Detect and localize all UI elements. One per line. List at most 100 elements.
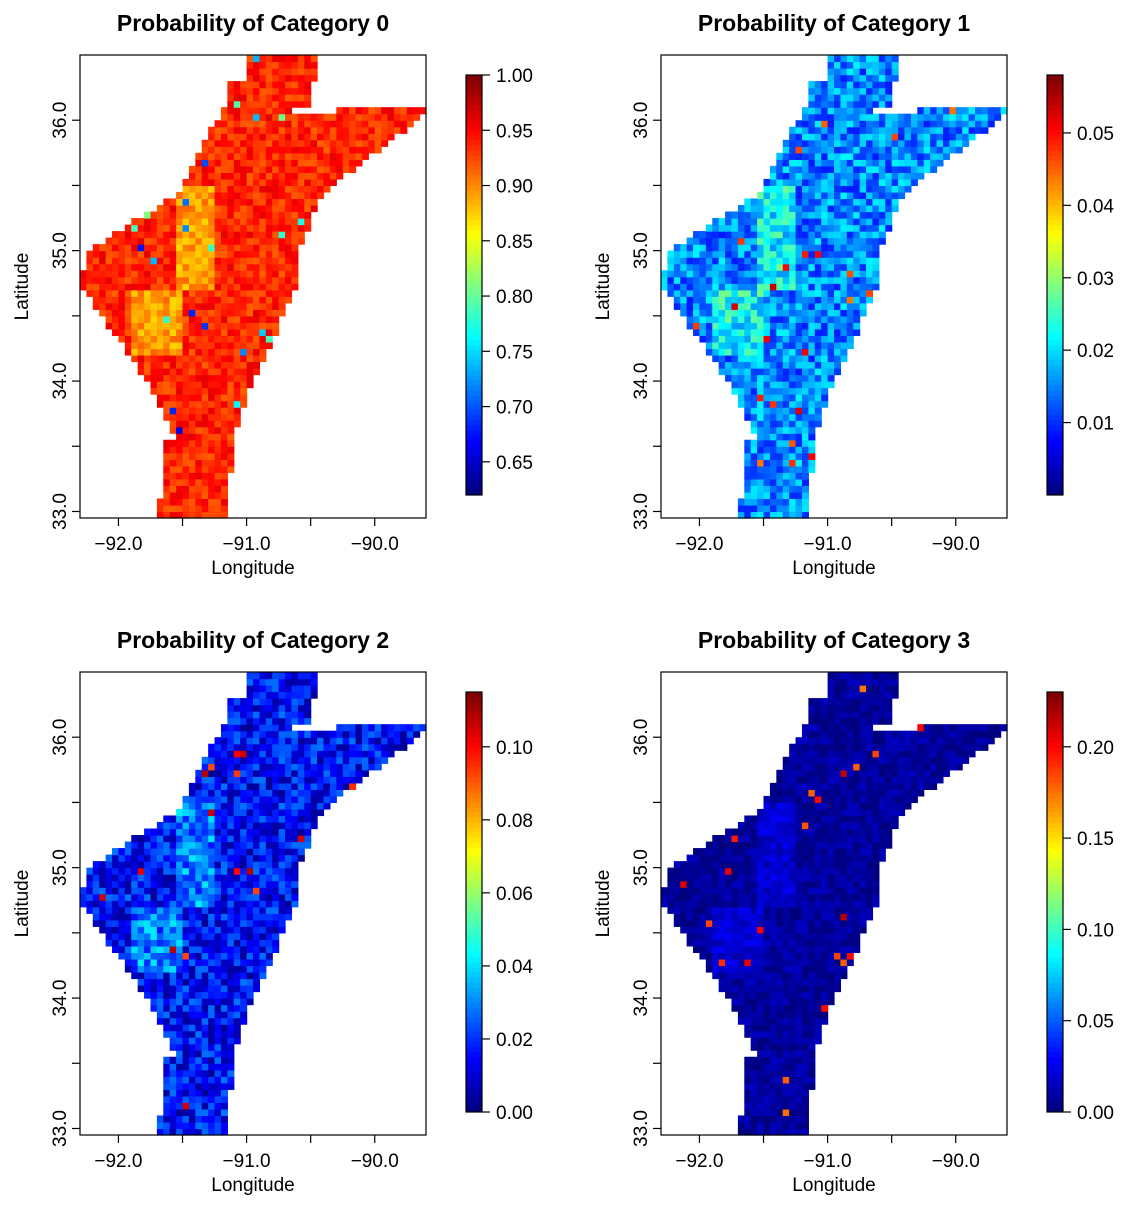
heatmap-cell — [176, 478, 184, 486]
heatmap-cell — [789, 198, 797, 206]
heatmap-cell — [769, 1102, 777, 1110]
heatmap-cell — [789, 1128, 797, 1136]
heatmap-cell — [195, 815, 203, 823]
heatmap-cell — [259, 159, 267, 167]
heatmap-cell — [413, 113, 421, 121]
heatmap-cell — [214, 387, 222, 395]
heatmap-cell — [361, 126, 369, 134]
heatmap-cell — [188, 841, 196, 849]
heatmap-cell — [776, 1056, 784, 1064]
heatmap-cell — [240, 750, 248, 758]
heatmap-cell — [827, 348, 835, 356]
heatmap-cell — [265, 224, 273, 232]
heatmap-cell — [227, 821, 235, 830]
heatmap-cell — [233, 81, 241, 89]
heatmap-cell — [769, 1089, 777, 1097]
heatmap-cell — [214, 782, 222, 790]
heatmap-cell — [859, 165, 867, 173]
heatmap-cell — [195, 433, 203, 441]
heatmap-cell — [118, 250, 126, 258]
heatmap-cell — [789, 152, 797, 160]
heatmap-cell — [757, 452, 765, 460]
heatmap-cell — [265, 81, 273, 89]
heatmap-cell — [955, 139, 963, 147]
heatmap-cell — [782, 407, 790, 415]
heatmap-cell — [156, 289, 164, 297]
heatmap-cell — [150, 867, 158, 875]
heatmap-cell — [393, 107, 401, 115]
heatmap-cell — [814, 270, 822, 278]
heatmap-cell — [246, 107, 254, 115]
heatmap-cell — [214, 478, 222, 486]
heatmap-cell — [782, 439, 790, 447]
heatmap-cell — [699, 322, 707, 330]
heatmap-cell — [393, 737, 401, 745]
heatmap-cell — [233, 1017, 241, 1025]
heatmap-cell — [859, 61, 867, 69]
heatmap-cell — [381, 113, 389, 121]
heatmap-cell — [156, 985, 164, 993]
x-tick-label: −92.0 — [675, 534, 723, 555]
heatmap-cell — [188, 998, 196, 1006]
heatmap-cell — [349, 165, 357, 173]
heatmap-cell — [885, 100, 893, 108]
heatmap-cell — [789, 1095, 797, 1103]
heatmap-cell — [195, 178, 203, 187]
heatmap-cell — [693, 302, 701, 310]
heatmap-cell — [757, 191, 765, 200]
heatmap-cell — [182, 296, 190, 304]
heatmap-cell — [227, 763, 235, 771]
heatmap-cell — [336, 120, 344, 128]
heatmap-cell — [253, 244, 261, 252]
heatmap-cell — [201, 815, 209, 823]
heatmap-cell — [176, 945, 184, 954]
heatmap-cell — [259, 698, 267, 706]
heatmap-cell — [750, 459, 758, 467]
heatmap-cell — [201, 998, 209, 1006]
heatmap-cell — [195, 867, 203, 875]
heatmap-cell — [137, 283, 145, 291]
heatmap-cell — [253, 315, 261, 323]
heatmap-cell — [169, 498, 177, 506]
heatmap-cell — [329, 750, 337, 758]
heatmap-cell — [176, 991, 184, 999]
heatmap-cell — [169, 880, 177, 888]
heatmap-cell — [163, 958, 171, 967]
heatmap-cell — [195, 835, 203, 843]
heatmap-cell — [131, 231, 139, 239]
heatmap-cell — [150, 270, 158, 278]
heatmap-cell — [789, 185, 797, 193]
heatmap-cell — [853, 328, 861, 337]
heatmap-cell — [201, 1108, 209, 1117]
heatmap-cell — [259, 283, 267, 291]
heatmap-cell — [949, 107, 957, 115]
heatmap-cell — [808, 172, 816, 180]
heatmap-cell — [361, 724, 369, 732]
heatmap-cell — [201, 146, 209, 154]
heatmap-cell — [118, 276, 126, 284]
colorbar-segment — [466, 737, 482, 743]
heatmap-cell — [220, 782, 228, 790]
heatmap-cell — [265, 322, 273, 330]
heatmap-cell — [291, 828, 299, 836]
heatmap-cell — [718, 289, 726, 297]
heatmap-cell — [757, 368, 765, 376]
heatmap-cell — [317, 113, 325, 121]
heatmap-cell — [317, 802, 325, 810]
heatmap-cell — [259, 704, 267, 712]
heatmap-cell — [220, 1069, 228, 1077]
y-tick-label: 36.0 — [50, 102, 71, 139]
heatmap-cell — [744, 511, 752, 519]
heatmap-cell — [240, 400, 248, 408]
colorbar-segment — [466, 410, 482, 416]
heatmap-cell — [233, 191, 241, 200]
heatmap-cell — [99, 900, 107, 908]
heatmap-cell — [156, 1017, 164, 1025]
heatmap-cell — [846, 100, 854, 108]
colorbar-segment — [466, 295, 482, 301]
heatmap-cell — [693, 276, 701, 284]
heatmap-cell — [291, 789, 299, 797]
heatmap-cell — [310, 172, 318, 180]
heatmap-cell — [195, 1050, 203, 1058]
heatmap-cell — [156, 978, 164, 986]
